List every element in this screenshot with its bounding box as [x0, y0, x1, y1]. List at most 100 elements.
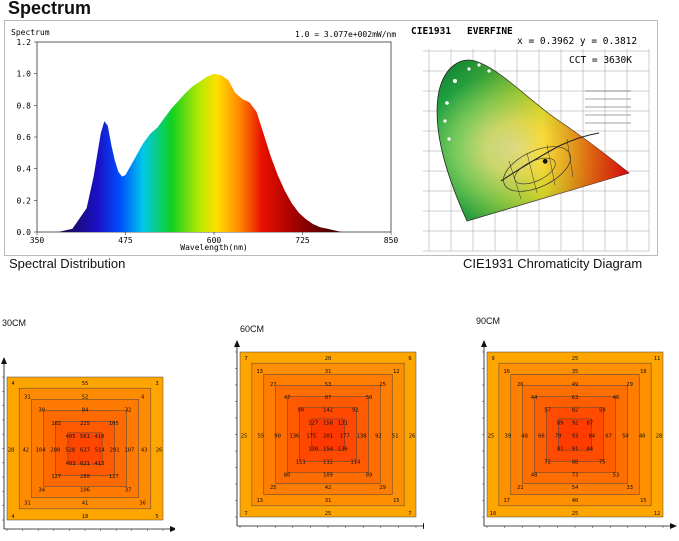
ppfd-value: 40: [639, 434, 646, 440]
page-title: Spectrum: [8, 0, 92, 18]
ppfd-value: 25: [488, 434, 495, 440]
ppfd-value: 127: [308, 421, 318, 427]
ppfd-value: 5: [155, 514, 158, 520]
ppfd-value: 91: [572, 446, 579, 452]
ppfd-value: 106: [80, 487, 90, 493]
ppfd-value: 21: [517, 485, 524, 491]
ppfd-value: 25: [572, 511, 579, 517]
ppfd-value: 87: [586, 421, 593, 427]
ppfd-ring: [67, 432, 103, 465]
ppfd-map-30cm: 4 55 3 31 52 4 30 84 32 102 225 105 405 561 410 28 42 104…: [1, 357, 175, 532]
ppfd-value: 89: [366, 472, 373, 478]
ppfd-value: 90: [274, 434, 281, 440]
ppfd-value: 73: [572, 472, 579, 478]
ppfd-value: 30: [38, 408, 45, 414]
ppfd-value: 11: [654, 356, 661, 362]
ppfd-value: 57: [544, 408, 551, 414]
ppfd-value: 79: [555, 434, 562, 440]
ppfd-value: 75: [599, 459, 606, 465]
cie-title-right: EVERFINE: [467, 26, 513, 37]
ppfd-value: 102: [51, 421, 61, 427]
ppfd-value: 12: [393, 369, 400, 375]
ppfd-value: 7: [244, 511, 247, 517]
ppfd-value: 6: [408, 356, 411, 362]
cie-chromaticity-diagram: CIE1931 EVERFINE x = 0.3962 y = 0.3812 C…: [409, 21, 657, 255]
ppfd-value: 27: [270, 382, 277, 388]
ppfd-value: 72: [544, 459, 551, 465]
cie-planckian-locus: [500, 132, 600, 182]
ppfd-value: 136: [289, 434, 299, 440]
cie-color-blue-edge: [467, 173, 629, 221]
ppfd-value: 627: [80, 448, 90, 454]
ppfd-value: 7: [244, 356, 247, 362]
ppfd-value: 39: [504, 434, 511, 440]
ppfd-value: 89: [557, 421, 564, 427]
ppfd-x-arrow: [170, 526, 175, 532]
ppfd-value: 52: [82, 394, 89, 400]
ppfd-value: 127: [109, 474, 119, 480]
ppfd-value: 131: [338, 421, 348, 427]
ppfd-ring: [558, 418, 592, 451]
ppfd-value: 25: [379, 382, 386, 388]
ppfd-value: 67: [605, 434, 612, 440]
ppfd-value: 25: [270, 485, 277, 491]
ppfd-value: 32: [125, 408, 132, 414]
ppfd-value: 621: [80, 461, 90, 467]
spectral-scale-note: 1.0 = 3.077e+002mW/nm: [295, 30, 396, 39]
ppfd-x-arrow: [423, 523, 424, 529]
ppfd-value: 410: [94, 434, 104, 440]
ppfd-value: 112: [323, 459, 333, 465]
spectral-distribution-chart: 0.0 0.2 0.4 0.6 0.8 1.0 1.2 350 475 600 725 850 Spec…: [11, 28, 398, 252]
ppfd-value: 4: [11, 381, 15, 387]
ppfd-value: 25: [325, 511, 332, 517]
ppfd-value: 9: [491, 356, 494, 362]
cie-cct: CCT = 3630K: [569, 55, 632, 66]
ppfd-value: 20: [325, 356, 332, 362]
spectrum-panel: 0.0 0.2 0.4 0.6 0.8 1.0 1.2 350 475 600 725 850 Spec…: [4, 20, 658, 256]
ppfd-value: 158: [323, 421, 333, 427]
ppfd-value: 127: [51, 474, 61, 480]
ppfd-value: 26: [517, 382, 524, 388]
ppfd-value: 26: [409, 434, 416, 440]
ppfd-value: 59: [599, 408, 606, 414]
ppfd-value: 44: [531, 395, 538, 401]
ppfd-value: 136: [338, 446, 348, 452]
ppfd-title-90cm: 90CM: [476, 316, 501, 326]
ppfd-value: 561: [80, 434, 90, 440]
ppfd-value: 177: [340, 434, 350, 440]
cie-measured-point: [542, 158, 548, 164]
ppfd-value: 175: [306, 434, 316, 440]
ppfd-value: 28: [8, 448, 15, 454]
spectral-area: [58, 73, 342, 232]
cie-iso-lines: [508, 138, 574, 200]
ppfd-value: 48: [521, 434, 528, 440]
ppfd-x-arrow: [670, 523, 677, 529]
ppfd-value: 225: [80, 421, 90, 427]
ppfd-value: 138: [357, 434, 367, 440]
ppfd-value: 31: [24, 394, 31, 400]
ppfd-value: 43: [141, 448, 148, 454]
ppfd-value: 7: [408, 511, 411, 517]
ppfd-y-arrow: [481, 340, 487, 347]
ppfd-value: 18: [640, 369, 647, 375]
ppfd-value: 51: [392, 434, 399, 440]
ppfd-value: 15: [393, 498, 400, 504]
ppfd-value: 4: [11, 514, 15, 520]
y-tick-label: 0.8: [17, 101, 32, 110]
ppfd-value: 114: [350, 459, 361, 465]
ppfd-value: 29: [379, 485, 386, 491]
cie-legend-lines: [585, 90, 631, 124]
ppfd-value: 80: [284, 472, 291, 478]
cie-caption: CIE1931 Chromaticity Diagram: [463, 256, 643, 271]
ppfd-value: 42: [325, 485, 332, 491]
ppfd-value: 50: [366, 395, 373, 401]
ppfd-value: 48: [531, 472, 538, 478]
x-tick-label: 600: [207, 236, 222, 245]
ppfd-value: 25: [241, 434, 248, 440]
ppfd-value: 66: [538, 434, 545, 440]
ppfd-value: 63: [572, 395, 579, 401]
ppfd-value: 46: [613, 395, 620, 401]
ppfd-value: 82: [572, 408, 579, 414]
ppfd-value: 42: [22, 448, 29, 454]
ppfd-value: 54: [572, 485, 579, 491]
